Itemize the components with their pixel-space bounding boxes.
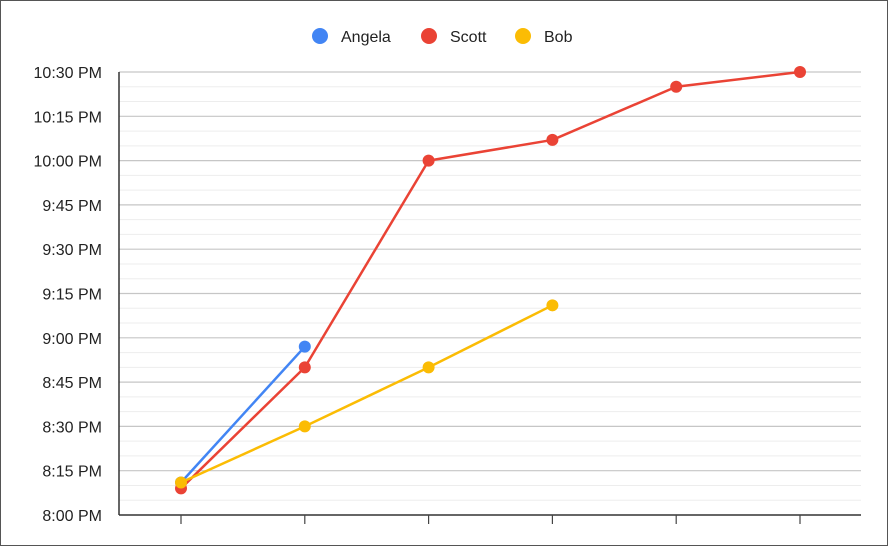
y-tick-label: 8:00 PM <box>42 508 102 525</box>
y-axis-tick-labels: 8:00 PM 8:15 PM 8:30 PM 8:45 PM 9:00 PM 9:15 … <box>34 65 102 525</box>
series-line-bob <box>180 304 553 484</box>
data-point-scott <box>670 80 683 93</box>
data-point-bob <box>175 476 187 489</box>
y-tick-label: 8:30 PM <box>42 419 102 436</box>
legend-label-angela: Angela <box>341 29 391 46</box>
minor-gridlines <box>119 86 861 501</box>
series-line-scott <box>180 70 801 490</box>
y-tick-label: 8:45 PM <box>42 375 102 392</box>
major-gridlines <box>119 71 861 472</box>
legend-marker-scott <box>421 28 437 44</box>
legend-marker-bob <box>515 28 531 44</box>
axes <box>118 72 861 516</box>
data-point-bob <box>422 361 435 374</box>
legend-marker-angela <box>312 28 328 44</box>
legend: Angela Scott Bob <box>312 28 573 46</box>
data-point-scott <box>794 66 806 78</box>
data-point-angela <box>298 340 311 353</box>
y-tick-label: 9:00 PM <box>42 331 102 348</box>
data-point-scott <box>546 133 559 146</box>
y-tick-label: 10:15 PM <box>34 109 102 126</box>
y-tick-label: 9:30 PM <box>42 242 102 259</box>
data-point-bob <box>546 299 559 312</box>
y-tick-label: 10:30 PM <box>34 65 102 82</box>
y-tick-label: 9:45 PM <box>42 198 102 215</box>
legend-label-bob: Bob <box>544 29 573 46</box>
legend-label-scott: Scott <box>450 29 487 46</box>
data-point-scott <box>422 154 435 167</box>
x-axis-ticks <box>180 515 801 524</box>
y-tick-label: 8:15 PM <box>42 464 102 481</box>
data-point-scott <box>298 361 311 374</box>
y-tick-label: 9:15 PM <box>42 287 102 304</box>
series-layer <box>175 66 806 495</box>
y-tick-label: 10:00 PM <box>34 154 102 171</box>
series-line-angela <box>180 345 306 484</box>
data-point-bob <box>298 420 311 433</box>
